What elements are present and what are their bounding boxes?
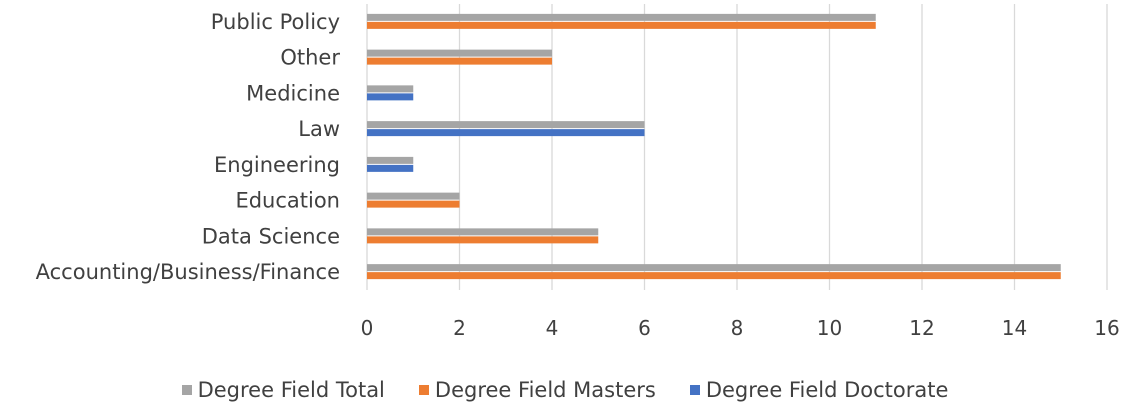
bar-degree-field-total-engineering — [367, 157, 413, 164]
legend-swatch-doctorate — [690, 385, 700, 395]
x-tick-label: 12 — [909, 316, 934, 340]
gridlines — [367, 4, 1107, 290]
category-label: Education — [235, 189, 340, 213]
legend-label-masters: Degree Field Masters — [435, 378, 656, 402]
category-label: Law — [298, 117, 340, 141]
bar-degree-field-masters-education — [367, 201, 460, 208]
x-tick-label: 8 — [731, 316, 744, 340]
category-labels: Public Policy Other Medicine Law Engineering… — [36, 10, 341, 284]
x-tick-label: 4 — [546, 316, 559, 340]
x-tick-label: 16 — [1094, 316, 1119, 340]
bar-degree-field-doctorate-engineering — [367, 165, 413, 172]
category-label: Engineering — [214, 153, 340, 177]
bar-chart: Public Policy Other Medicine Law Engineering… — [0, 0, 1130, 370]
bar-degree-field-total-education — [367, 193, 460, 200]
category-label: Other — [280, 46, 340, 70]
legend-item-masters: Degree Field Masters — [419, 378, 656, 402]
category-label: Public Policy — [211, 10, 340, 34]
bar-degree-field-total-data-science — [367, 228, 598, 235]
x-tick-label: 2 — [453, 316, 466, 340]
bar-degree-field-total-law — [367, 121, 645, 128]
bar-degree-field-total-public-policy — [367, 14, 876, 21]
legend-swatch-total — [182, 385, 192, 395]
bar-degree-field-total-accounting-business-finance — [367, 264, 1061, 271]
bar-degree-field-total-medicine — [367, 85, 413, 92]
legend-item-total: Degree Field Total — [182, 378, 385, 402]
bar-degree-field-doctorate-law — [367, 129, 645, 136]
bar-degree-field-masters-public-policy — [367, 22, 876, 29]
bar-degree-field-masters-data-science — [367, 236, 598, 243]
x-tick-label: 0 — [361, 316, 374, 340]
x-tick-label: 10 — [817, 316, 842, 340]
bars — [367, 14, 1061, 279]
legend: Degree Field Total Degree Field Masters … — [0, 374, 1130, 406]
legend-item-doctorate: Degree Field Doctorate — [690, 378, 949, 402]
category-label: Accounting/Business/Finance — [36, 260, 340, 284]
bar-degree-field-masters-accounting-business-finance — [367, 272, 1061, 279]
category-label: Medicine — [246, 81, 340, 105]
bar-degree-field-doctorate-medicine — [367, 93, 413, 100]
category-label: Data Science — [202, 224, 340, 248]
x-tick-label: 6 — [638, 316, 651, 340]
x-tick-label: 14 — [1002, 316, 1027, 340]
legend-swatch-masters — [419, 385, 429, 395]
legend-label-total: Degree Field Total — [198, 378, 385, 402]
bar-degree-field-total-other — [367, 50, 552, 57]
x-tick-labels: 0 2 4 6 8 10 12 14 16 — [361, 316, 1120, 340]
legend-label-doctorate: Degree Field Doctorate — [706, 378, 949, 402]
bar-degree-field-masters-other — [367, 58, 552, 65]
